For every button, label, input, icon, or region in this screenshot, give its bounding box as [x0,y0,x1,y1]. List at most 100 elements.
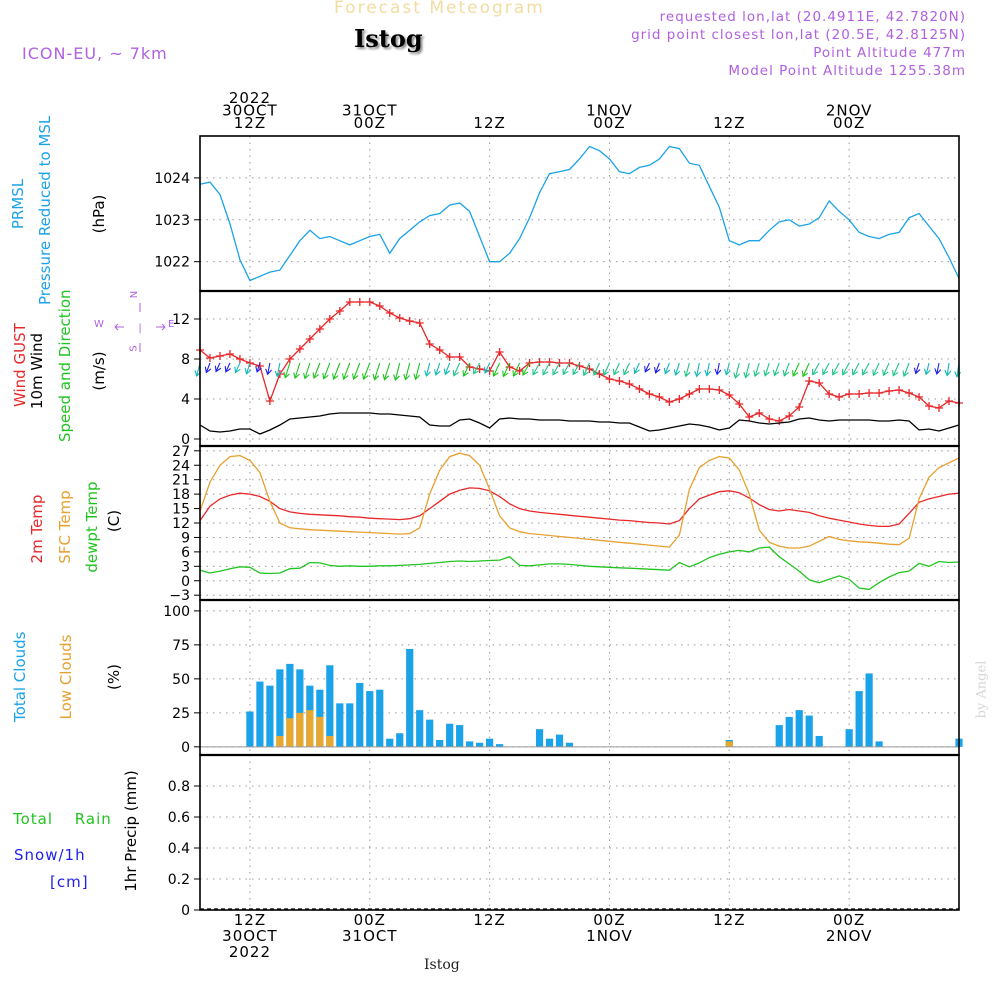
wind-direction-arrow [293,362,301,380]
wind-direction-arrow [633,362,640,375]
wind-direction-arrow [452,362,461,377]
clouds-bar [805,715,813,747]
temperature-series-line [199,546,960,591]
wind-direction-arrow [542,362,551,376]
wind-gust-marker [385,309,394,317]
wind-panel [194,290,963,447]
wind-gust-marker [715,386,724,394]
wind-direction-arrow [255,362,262,373]
clouds-bar [356,682,364,747]
wind-speed-dir-label: Speed and Direction [56,289,74,442]
wind-direction-arrow [312,362,321,380]
wind-direction-arrow [724,362,731,376]
clouds-bar [296,712,304,747]
clouds-bar [286,663,294,747]
clouds-bar [346,703,354,747]
precip-ytick-label: 0.2 [168,872,190,888]
wind-direction-arrow [322,362,331,380]
pressure-series-line [199,145,960,282]
clouds-bar [296,669,304,747]
cloud-unit: (%) [105,664,123,690]
clouds-bar [725,741,733,747]
clouds-bar [535,729,544,747]
clouds-panel [194,599,963,756]
wind-direction-arrow [472,362,481,375]
bottom-time-tick-label: 12Z [713,911,745,929]
wind-direction-arrow [244,362,252,375]
wind-gust-marker [705,385,714,393]
temperature-frame [199,445,960,601]
clouds-ytick-label: 75 [172,638,190,654]
clouds-bar [406,648,414,747]
bottom-time-tick-label: 12Z [234,911,266,929]
clouds-bar [875,741,883,747]
wind-gust-marker [435,346,444,354]
pressure-ytick-label: 1023 [154,213,190,229]
clouds-bar [555,734,564,747]
bottom-time-tick-label: 30OCT [222,927,278,945]
footer-location: Istog [424,957,460,973]
wind-direction-arrow [332,362,341,381]
wind-gust-marker [285,355,294,363]
compass-center: | [138,323,141,334]
wind-direction-arrow [782,362,790,377]
wind-direction-arrow [532,362,541,376]
wind-10m-label: 10m Wind [28,332,46,410]
temperature-ytick-label: 27 [172,444,190,460]
wind-gust-marker [415,319,424,327]
wind-direction-arrow [234,362,241,374]
clouds-bar [456,725,464,747]
temperature-ytick-label: −3 [169,588,190,604]
wind-direction-arrow [274,362,282,378]
wind-direction-arrow [362,362,371,381]
temperature-series-line [199,452,960,549]
model-label: ICON-EU, ~ 7km [22,44,168,63]
wind-direction-arrow [882,362,890,377]
precip-panel [194,754,960,911]
wind-gust-marker [535,358,544,366]
wind-gust-marker [325,315,334,323]
bottom-time-tick-label: 00Z [354,911,386,929]
wind-ytick-label: 0 [181,432,190,448]
wind-gust-marker [355,298,364,306]
wind-gust-marker [465,363,474,371]
wind-direction-arrow [582,362,590,377]
wind-direction-arrow [612,362,620,376]
wind-gust-marker [855,390,864,398]
wind-gust-marker [455,353,464,361]
clouds-bar [466,741,474,747]
temperature-ytick-label: 6 [181,545,190,561]
bottom-time-tick-label: 00Z [593,911,625,929]
wind-direction-arrow [224,362,231,373]
clouds-bar [486,738,494,747]
wind-direction-arrow [303,362,311,380]
compass-w: W [94,319,104,330]
clouds-frame [199,599,960,756]
clouds-ytick-label: 50 [172,672,190,688]
compass-rose-arrowheads [114,323,166,331]
wind-direction-arrow [214,362,222,373]
wind-gust-marker [405,317,414,325]
wind-direction-arrow [831,362,840,376]
wind-direction-arrow [822,362,830,376]
wind-direction-arrow [714,362,722,376]
wind-direction-arrow [944,362,952,377]
clouds-bar [436,740,444,747]
wind-direction-arrow [204,362,212,374]
compass-rose-lines [115,303,165,352]
wind-direction-arrow [673,362,681,377]
wind-direction-arrow [592,362,600,376]
wind-gust-marker [505,363,514,371]
wind-direction-arrow [483,362,491,374]
clouds-ytick-label: 0 [181,740,190,756]
location-title: Istog [354,24,423,53]
wind-direction-arrow [512,362,521,377]
clouds-bar [855,691,863,747]
top-time-tick-label: 00Z [833,114,865,132]
wind-gust-marker [525,359,534,367]
precip-frame [199,754,960,911]
precip-ytick-label: 0.4 [168,841,190,857]
wind-gust-marker [515,367,524,375]
wind-gust-marker [665,398,674,406]
